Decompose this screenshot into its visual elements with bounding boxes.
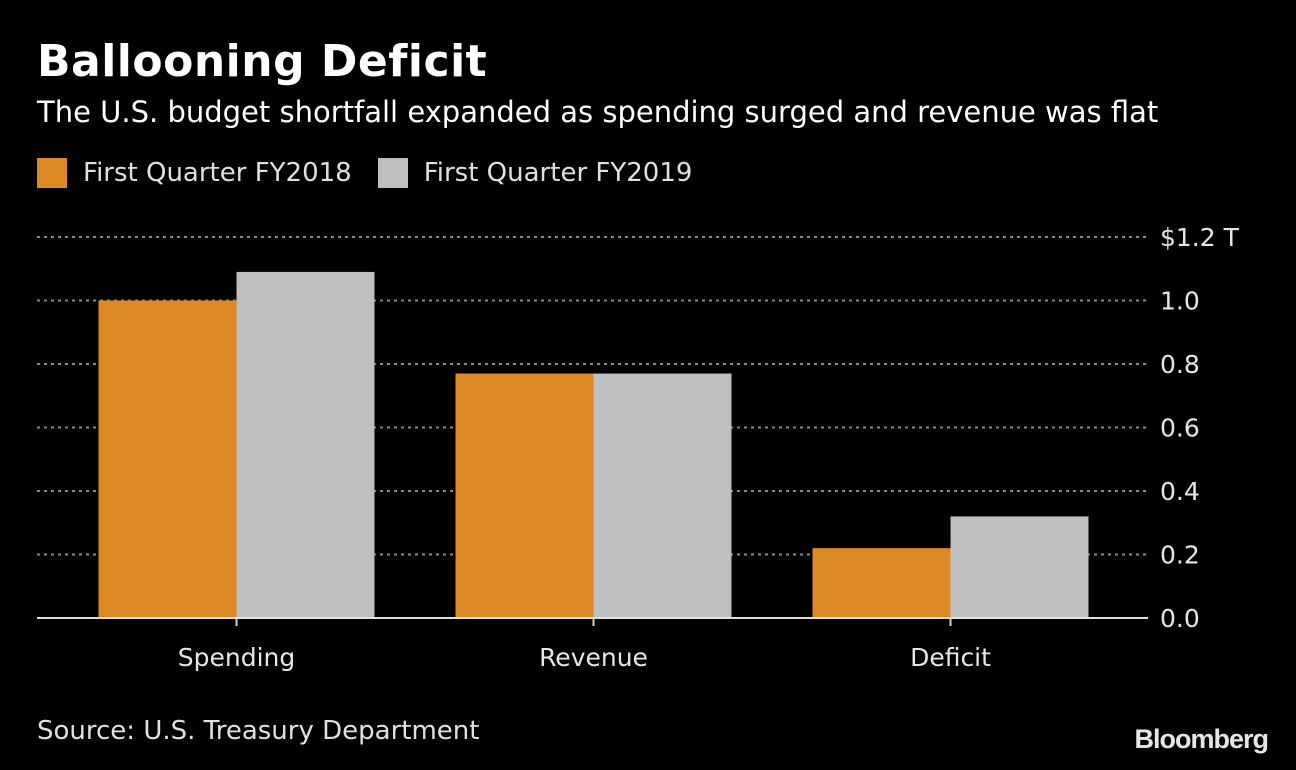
- bar-deficit-fy2019: [950, 516, 1089, 618]
- chart-title: Ballooning Deficit: [37, 36, 488, 87]
- bloomberg-logo: Bloomberg: [1134, 724, 1269, 754]
- bar-deficit-fy2018: [812, 548, 951, 618]
- bar-spending-fy2019: [236, 271, 375, 618]
- bar-revenue-fy2019: [593, 373, 732, 618]
- legend-item-fy2019: First Quarter FY2019: [377, 158, 693, 188]
- y-tick-label: 1.0: [1160, 287, 1200, 316]
- legend-swatch-fy2019: [377, 158, 408, 188]
- chart-subtitle: The U.S. budget shortfall expanded as sp…: [37, 95, 1159, 129]
- x-tick-label: Deficit: [910, 643, 991, 672]
- y-tick-label: 0.8: [1160, 350, 1200, 379]
- bar-revenue-fy2018: [455, 373, 594, 618]
- legend-label-fy2019: First Quarter FY2019: [423, 158, 693, 188]
- x-tick-label: Spending: [178, 643, 296, 672]
- legend: First Quarter FY2018 First Quarter FY201…: [37, 158, 718, 188]
- y-tick-label: 0.4: [1160, 477, 1200, 506]
- y-tick-label: $1.2 T: [1160, 223, 1240, 252]
- legend-item-fy2018: First Quarter FY2018: [37, 158, 352, 188]
- legend-label-fy2018: First Quarter FY2018: [83, 158, 352, 188]
- legend-swatch-fy2018: [37, 158, 67, 188]
- y-tick-label: 0.0: [1160, 604, 1200, 633]
- x-tick-label: Revenue: [539, 643, 648, 672]
- source-note: Source: U.S. Treasury Department: [37, 716, 480, 746]
- bar-spending-fy2018: [98, 300, 237, 618]
- y-tick-label: 0.2: [1160, 541, 1200, 570]
- y-tick-label: 0.6: [1160, 414, 1200, 443]
